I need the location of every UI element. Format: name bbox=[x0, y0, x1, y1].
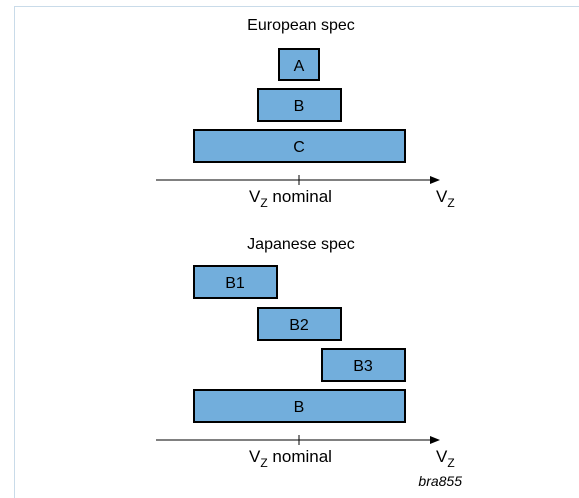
european-box-c: C bbox=[193, 129, 406, 163]
japanese-box-b2: B2 bbox=[257, 307, 342, 341]
european-box-b-label: B bbox=[294, 98, 305, 115]
european-box-a-label: A bbox=[294, 58, 305, 75]
european-box-c-label: C bbox=[293, 139, 305, 156]
european-nominal-label: VZ nominal bbox=[249, 187, 332, 210]
european-box-b: B bbox=[257, 88, 342, 122]
japanese-box-b2-label: B2 bbox=[289, 317, 309, 334]
european-spec-title: European spec bbox=[247, 17, 355, 34]
european-spec-section: European spec A B C VZ nominal VZ bbox=[156, 17, 455, 210]
japanese-spec-title: Japanese spec bbox=[247, 236, 355, 253]
japanese-box-b: B bbox=[193, 389, 406, 423]
european-box-a: A bbox=[278, 48, 320, 81]
japanese-box-b1-label: B1 bbox=[225, 275, 245, 292]
european-vz-axis: VZ nominal VZ bbox=[156, 175, 455, 210]
japanese-spec-section: Japanese spec B1 B2 B3 B VZ nominal VZ bbox=[156, 236, 455, 470]
japanese-box-b3-label: B3 bbox=[353, 358, 373, 375]
european-axis-label: VZ bbox=[436, 187, 455, 210]
japanese-axis-label: VZ bbox=[436, 447, 455, 470]
japanese-box-b3: B3 bbox=[321, 348, 406, 382]
japanese-box-b-label: B bbox=[294, 399, 305, 416]
figure-frame bbox=[14, 6, 579, 498]
japanese-nominal-label: VZ nominal bbox=[249, 447, 332, 470]
japanese-vz-axis: VZ nominal VZ bbox=[156, 435, 455, 470]
japanese-box-b1: B1 bbox=[193, 265, 278, 299]
figure-reference-code: bra855 bbox=[418, 473, 462, 489]
